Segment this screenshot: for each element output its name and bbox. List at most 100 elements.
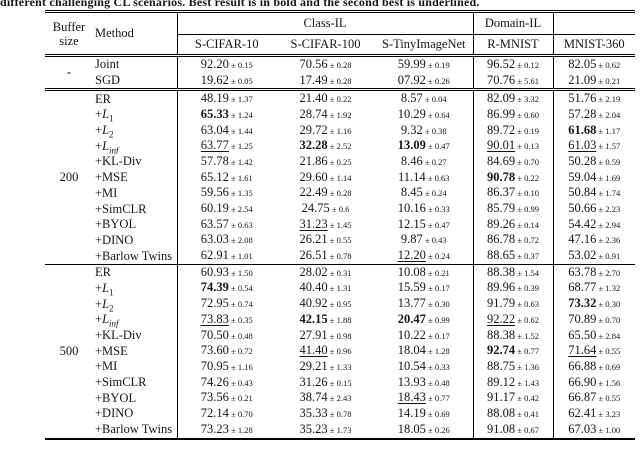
metric-stderr: ± 2.84 (596, 330, 621, 341)
value-cell: 91.17 ± 0.42 (472, 390, 553, 407)
value-cell: 70.56 ± 0.28 (276, 56, 375, 73)
metric-stderr: ± 0.48 (425, 377, 450, 388)
value-cell: 65.50 ± 2.84 (552, 327, 635, 344)
metric-stderr: ± 0.72 (515, 235, 539, 246)
metric-stderr: ± 1.88 (327, 314, 352, 325)
method-label: +MI (95, 359, 118, 374)
value-cell: 21.09 ± 0.21 (552, 72, 635, 92)
metric-stderr: ± 0.69 (596, 361, 621, 372)
value-cell: 59.56 ± 1.35 (176, 185, 276, 202)
method-label: SGD (93, 72, 177, 92)
metric-stderr: ± 0.17 (425, 330, 450, 341)
metric-value: 65.33 (200, 107, 229, 121)
metric-stderr: ± 0.70 (515, 156, 539, 167)
metric-stderr: ± 2.52 (327, 141, 352, 152)
value-cell: 47.16 ± 2.36 (552, 232, 635, 249)
metric-stderr: ± 5.61 (515, 75, 539, 86)
metric-value: 91.17 (487, 390, 516, 405)
metric-value: 70.76 (487, 72, 516, 87)
metric-stderr: ± 0.67 (515, 424, 539, 435)
metric-value: 26.51 (299, 248, 328, 263)
metric-value: 57.78 (200, 154, 229, 168)
metric-value: 72.14 (200, 406, 229, 420)
metric-value: 38.74 (299, 390, 328, 405)
metric-value: 63.03 (200, 232, 229, 247)
value-cell: 18.43 ± 0.77 (375, 390, 473, 406)
metric-value: 21.40 (299, 91, 328, 106)
value-cell: 89.12 ± 1.43 (472, 374, 553, 391)
metric-stderr: ± 0.99 (425, 314, 450, 325)
value-cell: 18.05 ± 0.26 (375, 422, 473, 439)
column-header-mnist-360: MNIST-360 (552, 34, 635, 57)
metric-stderr: ± 2.04 (596, 109, 621, 120)
value-cell: 66.90 ± 1.56 (552, 374, 635, 391)
value-cell: 21.86 ± 0.25 (276, 154, 375, 170)
metric-stderr: ± 1.45 (327, 219, 352, 230)
table-row: +Linf 63.77 ± 1.25 32.28 ± 2.52 13.09 ± 0.4… (45, 138, 635, 155)
metric-stderr: ± 1.54 (515, 267, 539, 278)
metric-value: 66.90 (568, 374, 597, 389)
column-header-s-cifar-100: S-CIFAR-100 (276, 34, 375, 57)
value-cell: 65.12 ± 1.61 (176, 169, 276, 186)
value-cell: 92.20 ± 0.15 (176, 55, 276, 73)
metric-value: 63.78 (568, 264, 597, 279)
metric-value: 28.02 (299, 264, 328, 279)
method-label: +L2 (95, 123, 114, 139)
value-cell: 92.74 ± 0.77 (472, 343, 553, 360)
metric-value: 59.99 (397, 56, 426, 71)
metric-value: 27.91 (299, 327, 328, 342)
metric-value: 32.28 (299, 138, 328, 153)
metric-stderr: ± 1.33 (327, 361, 352, 372)
value-cell: 13.93 ± 0.48 (375, 375, 473, 391)
value-cell: 41.40 ± 0.96 (276, 343, 375, 359)
metric-value: 47.16 (568, 232, 597, 247)
value-cell: 53.02 ± 0.91 (552, 248, 635, 265)
value-cell: 8.57 ± 0.04 (375, 90, 473, 107)
metric-value: 10.08 (397, 264, 426, 279)
metric-value: 89.72 (487, 122, 516, 137)
metric-stderr: ± 1.14 (327, 172, 352, 183)
metric-value: 92.74 (487, 343, 516, 358)
table-row: +DINO 72.14 ± 0.70 35.33 ± 0.78 14.19 ± 0.6… (45, 406, 635, 422)
metric-stderr: ± 0.10 (515, 188, 539, 199)
value-cell: 70.50 ± 0.48 (176, 327, 276, 344)
value-cell: 48.19 ± 1.37 (176, 89, 276, 108)
metric-value: 70.89 (568, 312, 597, 326)
value-cell: 73.32 ± 0.30 (552, 296, 635, 312)
metric-value: 8.45 (400, 185, 423, 200)
value-cell: 62.91 ± 1.01 (176, 248, 276, 265)
table-row: +L1 74.39 ± 0.54 40.40 ± 1.31 15.59 ± 0.17 8… (45, 280, 635, 297)
metric-value: 41.40 (299, 343, 328, 358)
value-cell: 21.40 ± 0.22 (276, 90, 375, 107)
table-row: +MSE 65.12 ± 1.61 29.60 ± 1.14 11.14 ± 0.63… (45, 169, 635, 186)
metric-stderr: ± 0.55 (327, 235, 352, 246)
value-cell: 29.60 ± 1.14 (276, 170, 375, 186)
value-cell: 9.32 ± 0.38 (375, 123, 473, 139)
metric-stderr: ± 0.77 (425, 393, 450, 404)
value-cell: 26.51 ± 0.78 (276, 248, 375, 265)
metric-stderr: ± 0.15 (327, 377, 352, 388)
metric-value: 10.22 (397, 327, 426, 342)
table-row: +MI 59.56 ± 1.35 22.49 ± 0.28 8.45 ± 0.24 86… (45, 185, 635, 202)
metric-value: 88.65 (487, 248, 516, 263)
metric-value: 19.62 (200, 72, 229, 87)
value-cell: 50.84 ± 1.74 (552, 185, 635, 202)
metric-value: 9.32 (400, 122, 423, 137)
value-cell: 18.04 ± 1.28 (375, 343, 473, 359)
table-row: - Joint 92.20 ± 0.15 70.56 ± 0.28 59.99 ± 0.… (45, 55, 635, 92)
value-cell: 20.47 ± 0.99 (375, 312, 473, 328)
metric-stderr: ± 0.13 (515, 141, 539, 152)
column-header-s-cifar-10: S-CIFAR-10 (176, 34, 276, 57)
metric-value: 88.38 (487, 264, 516, 279)
value-cell: 68.77 ± 1.32 (552, 280, 635, 297)
metric-value: 65.50 (568, 327, 597, 342)
method-label: +Linf (95, 138, 119, 155)
method-label: +SimCLR (95, 201, 147, 216)
metric-value: 73.60 (200, 343, 229, 358)
metric-stderr: ± 2.70 (596, 267, 621, 278)
table-row: +SimCLR 60.19 ± 2.54 24.75 ± 0.6 10.16 ± 0.… (45, 201, 635, 217)
value-cell: 89.96 ± 0.39 (472, 280, 553, 297)
metric-value: 59.56 (200, 185, 229, 200)
table-header: Buffer size Method Class-IL Domain-IL S-… (45, 11, 635, 57)
value-cell: 85.79 ± 0.99 (472, 201, 553, 217)
